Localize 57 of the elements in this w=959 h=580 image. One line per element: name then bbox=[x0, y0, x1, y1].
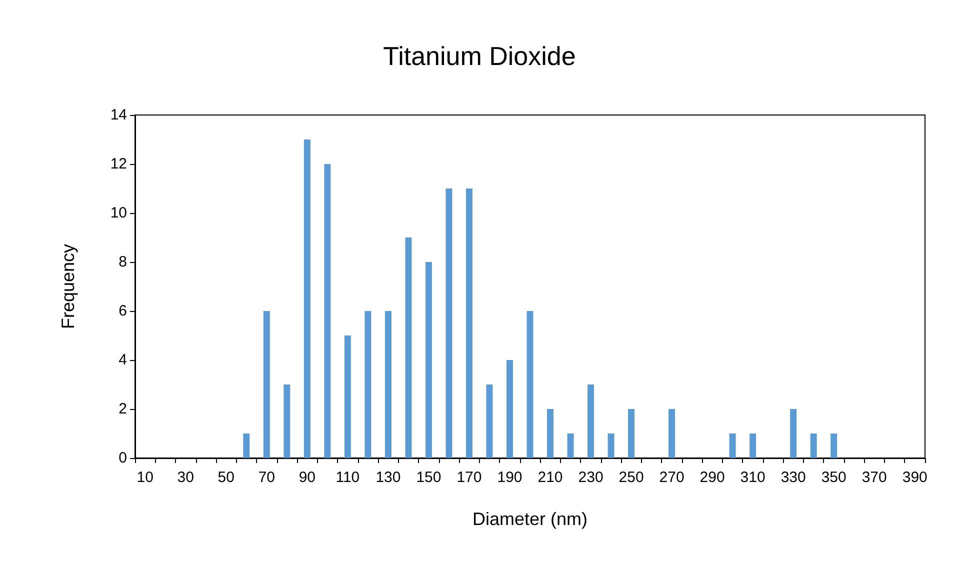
bar bbox=[364, 311, 372, 458]
bar bbox=[810, 434, 817, 458]
bar bbox=[750, 434, 756, 458]
y-tick-label: 2 bbox=[118, 400, 127, 418]
bar bbox=[344, 336, 351, 458]
bar bbox=[446, 188, 452, 458]
bar bbox=[263, 311, 270, 458]
y-tick-label: 0 bbox=[118, 450, 127, 466]
bar bbox=[668, 409, 676, 458]
bar bbox=[830, 434, 838, 458]
bar bbox=[729, 434, 736, 458]
x-tick-label: 110 bbox=[336, 469, 360, 486]
bar bbox=[506, 360, 513, 458]
x-tick-label: 330 bbox=[780, 469, 806, 486]
x-tick-label: 310 bbox=[740, 469, 766, 486]
bar bbox=[425, 262, 432, 458]
bar bbox=[486, 384, 493, 458]
y-tick-label: 14 bbox=[110, 106, 127, 124]
x-tick-label: 150 bbox=[416, 469, 442, 486]
x-axis-title: Diameter (nm) bbox=[472, 509, 588, 529]
x-tick-label: 350 bbox=[821, 469, 846, 486]
bar bbox=[608, 434, 614, 458]
x-tick-label: 50 bbox=[218, 469, 234, 486]
bar bbox=[384, 311, 392, 458]
y-axis-title: Frequency bbox=[58, 244, 78, 330]
y-tick-label: 12 bbox=[110, 156, 127, 172]
bar bbox=[547, 409, 554, 458]
bar bbox=[567, 434, 574, 458]
y-tick-label: 4 bbox=[118, 352, 127, 368]
bar bbox=[466, 188, 472, 458]
bar bbox=[405, 238, 412, 458]
x-tick-label: 30 bbox=[177, 469, 194, 486]
y-tick-label: 10 bbox=[110, 204, 127, 222]
x-tick-label: 370 bbox=[862, 469, 887, 486]
bar bbox=[243, 434, 250, 458]
x-tick-label: 190 bbox=[497, 469, 522, 486]
y-tick-label: 8 bbox=[118, 254, 127, 270]
x-tick-label: 390 bbox=[902, 469, 928, 486]
x-tick-label: 90 bbox=[298, 469, 316, 486]
bar bbox=[284, 384, 290, 458]
x-tick-label: 170 bbox=[456, 469, 482, 486]
x-tick-label: 70 bbox=[258, 469, 276, 486]
x-tick-label: 10 bbox=[136, 469, 154, 486]
x-tick-label: 210 bbox=[538, 469, 563, 486]
x-tick-label: 290 bbox=[700, 469, 725, 486]
bar bbox=[304, 140, 310, 458]
y-tick-label: 6 bbox=[118, 302, 127, 320]
x-tick-label: 270 bbox=[659, 469, 684, 486]
x-tick-label: 130 bbox=[376, 469, 401, 486]
bar bbox=[324, 164, 331, 458]
chart-title: Titanium Dioxide bbox=[383, 41, 576, 71]
x-tick-label: 250 bbox=[618, 469, 644, 486]
bar bbox=[588, 384, 594, 458]
bar bbox=[790, 409, 797, 458]
bar bbox=[526, 311, 534, 458]
bar bbox=[628, 409, 635, 458]
x-tick-label: 230 bbox=[578, 469, 604, 486]
